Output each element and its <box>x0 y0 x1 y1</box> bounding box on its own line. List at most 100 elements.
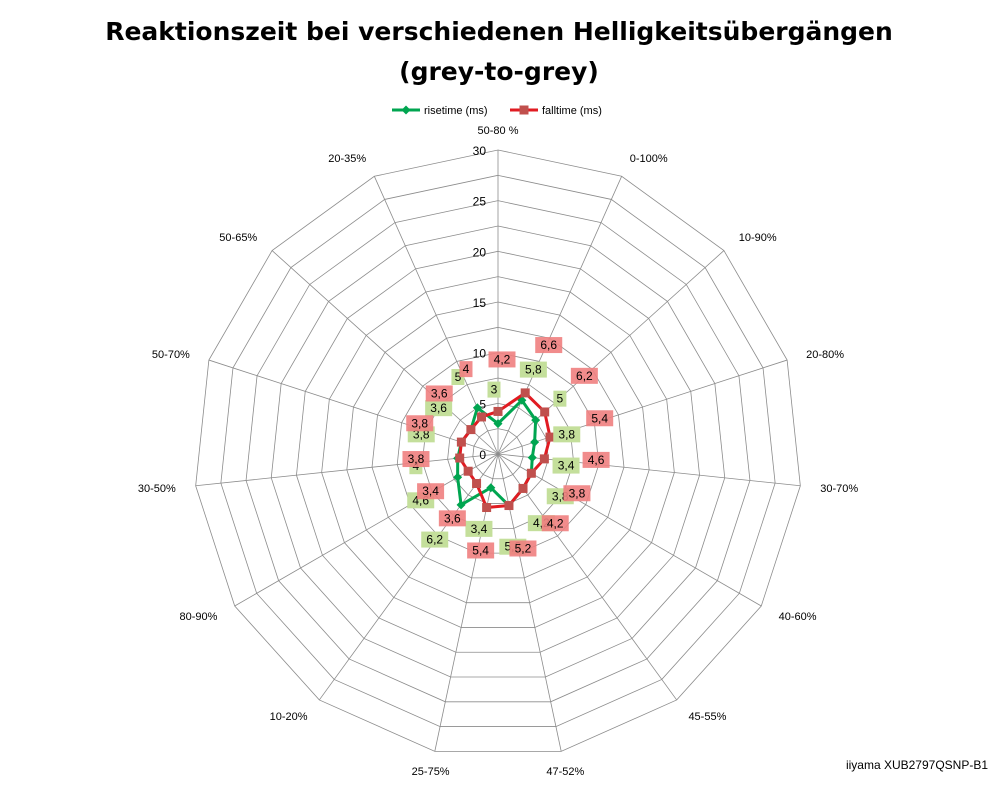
category-label: 50-65% <box>219 232 257 244</box>
data-label-bg <box>553 426 581 443</box>
data-label-bg <box>563 485 591 502</box>
grid-spoke <box>195 453 499 487</box>
falltime-point <box>526 468 536 478</box>
grid-ring <box>447 402 549 504</box>
data-label-bg <box>541 515 569 532</box>
grid-ring <box>472 428 524 480</box>
falltime-point <box>472 479 482 489</box>
risetime-point <box>453 472 463 482</box>
data-label: 5,4 <box>472 543 489 557</box>
data-label: 4,2 <box>547 516 564 530</box>
data-label: 6,2 <box>576 369 593 383</box>
category-label: 10-20% <box>270 711 308 723</box>
grid-spoke <box>497 176 623 455</box>
risetime-point <box>531 415 541 425</box>
data-label: 5,2 <box>515 541 532 555</box>
risetime-point <box>493 419 503 429</box>
data-label: 3 <box>491 383 498 397</box>
data-label: 6,6 <box>540 338 557 352</box>
category-labels: 50-80 % 0-100% 10-90% 20-80% 30-70% 40-60% 45-… <box>138 125 859 778</box>
falltime-point <box>466 425 476 435</box>
grid-ring <box>296 250 700 653</box>
legend-marker <box>401 105 411 115</box>
data-label-bg <box>509 540 537 557</box>
category-label: 30-70% <box>820 483 858 495</box>
data-label-bg <box>425 400 453 417</box>
radial-ticks: 0 5 10 15 20 25 30 <box>473 144 487 462</box>
data-label: 3,4 <box>422 484 439 498</box>
data-label: 5,8 <box>525 363 542 377</box>
data-label-bg <box>552 457 580 474</box>
data-label: 3,6 <box>430 401 447 415</box>
falltime-point <box>493 406 503 416</box>
grid-ring <box>422 377 574 529</box>
category-label: 0-100% <box>630 153 668 165</box>
falltime-point <box>504 501 514 511</box>
chart-title-line1: Reaktionszeit bei verschiedenen Helligke… <box>105 17 893 46</box>
data-label-bg <box>406 415 434 432</box>
radial-tick-label: 25 <box>473 195 487 209</box>
grid-ring <box>270 225 726 678</box>
legend-marker <box>519 105 529 115</box>
grid-spoke <box>318 453 499 701</box>
series-line-falltime <box>458 390 552 510</box>
risetime-point <box>472 403 482 413</box>
data-label-bg <box>570 367 598 384</box>
data-label: 3,8 <box>408 452 425 466</box>
data-label: 3,4 <box>471 522 488 536</box>
data-label: 4,6 <box>588 453 605 467</box>
falltime-point <box>463 466 473 476</box>
category-label: 10-90% <box>739 232 777 244</box>
data-label-bg <box>582 451 610 468</box>
radial-tick-label: 20 <box>473 245 487 259</box>
data-label: 3,8 <box>569 486 586 500</box>
category-label: 80-90% <box>179 611 217 623</box>
data-label: 3,4 <box>558 459 575 473</box>
grid-ring <box>245 200 751 703</box>
risetime-point <box>486 483 496 493</box>
radial-tick-label: 5 <box>479 397 486 411</box>
data-label-bg <box>553 390 567 407</box>
category-label: 50-70% <box>152 349 190 361</box>
falltime-point <box>456 437 466 447</box>
data-label-bg <box>465 520 493 537</box>
risetime-point <box>527 453 537 463</box>
data-label-bg <box>417 483 445 500</box>
data-label-bg <box>519 361 547 378</box>
data-label-bg <box>438 510 466 527</box>
data-label-bg <box>488 351 516 368</box>
falltime-point <box>482 503 492 513</box>
data-label-bg <box>586 410 614 427</box>
radial-tick-label: 30 <box>473 144 487 158</box>
category-label: 20-80% <box>806 349 844 361</box>
data-label-bg <box>425 385 453 402</box>
category-label: 20-35% <box>328 153 366 165</box>
category-label: 40-60% <box>779 611 817 623</box>
legend-label: risetime (ms) <box>424 105 488 117</box>
risetime-point <box>456 500 466 510</box>
falltime-point <box>539 454 549 464</box>
data-label-bg <box>459 361 473 378</box>
radial-tick-label: 15 <box>473 296 487 310</box>
grid-spoke <box>271 250 499 455</box>
data-label: 3,6 <box>444 511 461 525</box>
chart-title-line2: (grey-to-grey) <box>399 57 599 86</box>
data-label: 5 <box>557 392 564 406</box>
grid-spoke <box>497 453 762 607</box>
falltime-point <box>545 432 555 442</box>
data-label: 3,8 <box>558 427 575 441</box>
data-label: 3,6 <box>431 386 448 400</box>
grid-spoke <box>208 359 499 455</box>
grid-ring <box>371 326 625 579</box>
category-label: 25-75% <box>412 766 450 778</box>
chart-title: Reaktionszeit bei verschiedenen Helligke… <box>0 12 998 92</box>
data-label: 4 <box>463 362 470 376</box>
category-label: 50-80 % <box>478 125 519 137</box>
grid-spoke <box>234 453 499 607</box>
watermark: iiyama XUB2797QSNP-B1 <box>845 758 988 772</box>
falltime-point <box>540 407 550 417</box>
falltime-point <box>520 388 530 398</box>
category-label: 30-50% <box>138 483 176 495</box>
grid-ring <box>220 174 776 727</box>
